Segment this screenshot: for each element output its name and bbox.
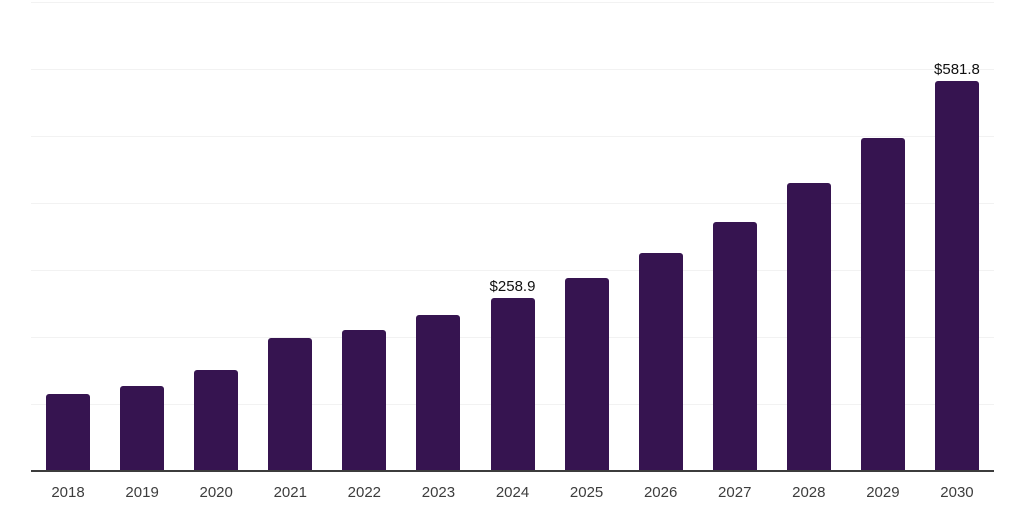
bar-2029 bbox=[860, 138, 905, 471]
bar-slot bbox=[179, 2, 253, 471]
bar-2028 bbox=[786, 183, 831, 471]
bar-2019 bbox=[120, 385, 165, 471]
gridline bbox=[31, 270, 994, 271]
bar-2018 bbox=[46, 393, 91, 471]
bar-slot bbox=[253, 2, 327, 471]
gridline bbox=[31, 2, 994, 3]
bar-slot bbox=[327, 2, 401, 471]
x-tick-label-2026: 2026 bbox=[643, 484, 678, 501]
bar-slot bbox=[550, 2, 624, 471]
bar-2023 bbox=[416, 314, 461, 471]
value-label-2030: $581.8 bbox=[934, 61, 980, 79]
x-tick-label-2022: 2022 bbox=[347, 484, 382, 501]
bar-2024: $258.9 bbox=[490, 279, 535, 471]
bar-2030: $581.8 bbox=[934, 62, 980, 471]
x-tick-label-2018: 2018 bbox=[51, 484, 85, 501]
bar-2027 bbox=[712, 221, 757, 471]
x-tick-label-2020: 2020 bbox=[199, 484, 233, 501]
bar-slot bbox=[698, 2, 772, 471]
value-label-2024: $258.9 bbox=[489, 277, 536, 295]
gridline bbox=[31, 136, 994, 137]
bars-container: $258.9 $581.8 bbox=[31, 2, 994, 471]
x-tick-label-2028: 2028 bbox=[792, 484, 826, 501]
x-axis-labels: 2018 2019 2020 2021 2022 2023 2024 2025 2026 2027… bbox=[31, 472, 994, 500]
x-tick-label-2023: 2023 bbox=[421, 484, 456, 501]
bar-2022 bbox=[342, 329, 387, 471]
gridline bbox=[31, 69, 994, 70]
x-tick-label-2019: 2019 bbox=[125, 484, 159, 501]
bar-slot: $581.8 bbox=[920, 2, 994, 471]
bar-2020 bbox=[194, 369, 239, 471]
plot-area: $258.9 $581.8 bbox=[31, 2, 994, 471]
x-tick-label-2024: 2024 bbox=[495, 484, 530, 501]
bar-2025 bbox=[564, 277, 609, 471]
x-tick-label-2027: 2027 bbox=[718, 484, 752, 501]
bar-slot bbox=[772, 2, 846, 471]
bar-slot bbox=[624, 2, 698, 471]
bar-slot bbox=[401, 2, 475, 471]
bar-slot bbox=[105, 2, 179, 471]
bar-slot: $258.9 bbox=[475, 2, 549, 471]
x-tick-label-2030: 2030 bbox=[940, 484, 974, 501]
bar-slot bbox=[31, 2, 105, 471]
x-axis-line bbox=[31, 470, 994, 472]
bar-slot bbox=[846, 2, 920, 471]
x-tick-label-2025: 2025 bbox=[569, 484, 604, 501]
x-tick-label-2029: 2029 bbox=[866, 484, 900, 501]
gridline bbox=[31, 203, 994, 204]
bar-2021 bbox=[268, 337, 313, 471]
x-tick-label-2021: 2021 bbox=[273, 484, 307, 501]
bar-2026 bbox=[638, 252, 683, 471]
